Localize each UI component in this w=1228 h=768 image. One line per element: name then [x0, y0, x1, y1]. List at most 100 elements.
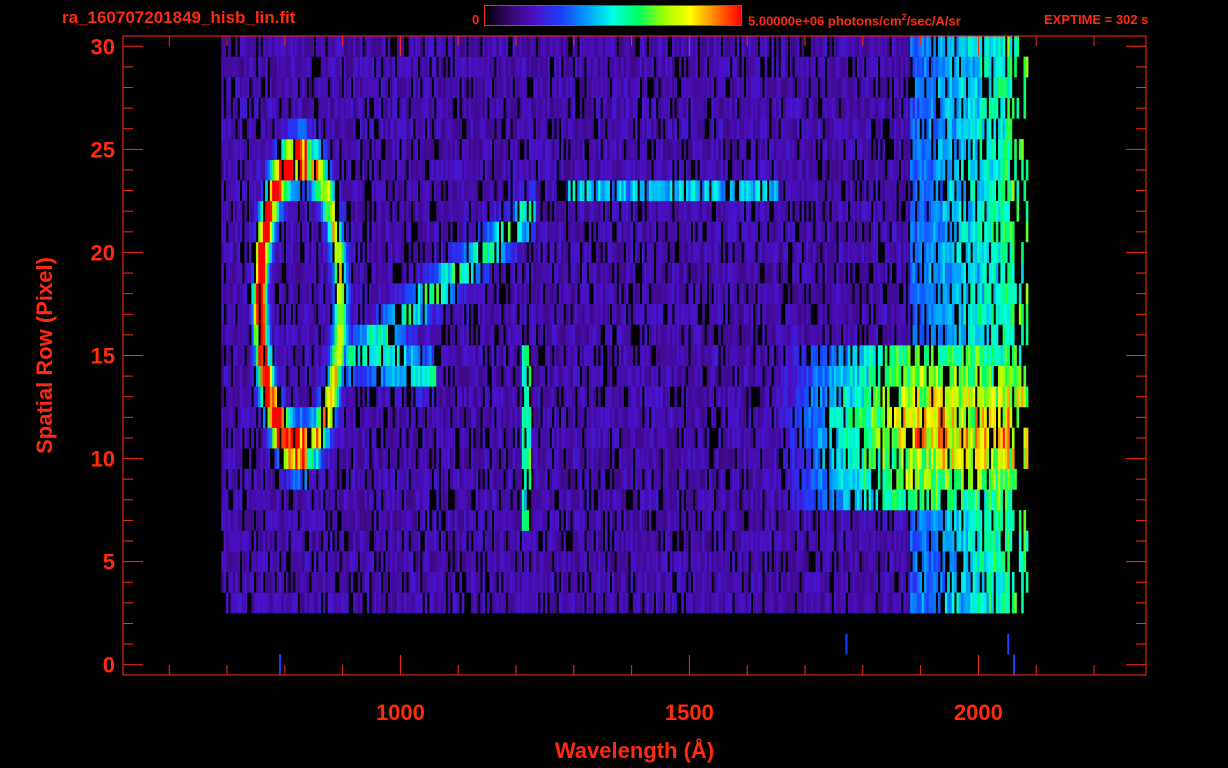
heatmap-cell [577, 551, 580, 573]
heatmap-cell [780, 283, 784, 305]
heatmap-cell [225, 262, 229, 284]
heatmap-cell [394, 427, 398, 449]
heatmap-cell [722, 262, 726, 284]
heatmap-cell [655, 489, 659, 511]
heatmap-cell [348, 489, 352, 511]
heatmap-cell [221, 448, 224, 470]
heatmap-cell [503, 551, 506, 573]
heatmap-cell [905, 407, 909, 428]
heatmap-cell [632, 489, 636, 511]
heatmap-cell [292, 510, 296, 531]
heatmap-cell [309, 510, 312, 531]
heatmap-cell [574, 592, 578, 614]
heatmap-cell [544, 386, 548, 408]
heatmap-cell [660, 530, 664, 552]
heatmap-cell [459, 427, 462, 449]
heatmap-cell [570, 242, 573, 263]
heatmap-cell [642, 303, 645, 325]
heatmap-cell [820, 489, 823, 511]
heatmap-cell [870, 510, 874, 531]
heatmap-cell [537, 510, 541, 531]
heatmap-cell [487, 386, 490, 408]
heatmap-cell [420, 468, 423, 490]
heatmap-cell [875, 407, 879, 428]
heatmap-cell [766, 448, 770, 470]
heatmap-cell [752, 489, 756, 511]
heatmap-cell [949, 592, 953, 614]
heatmap-cell [452, 592, 456, 614]
heatmap-cell [558, 530, 562, 552]
heatmap-cell [498, 365, 502, 387]
heatmap-cell [746, 530, 749, 552]
heatmap-cell [984, 448, 987, 470]
heatmap-cell [255, 468, 259, 490]
heatmap-cell [676, 571, 680, 593]
heatmap-cell [313, 262, 317, 284]
heatmap-cell [778, 592, 782, 614]
heatmap-cell [674, 448, 677, 470]
heatmap-cell [653, 427, 657, 449]
heatmap-cell [438, 386, 442, 408]
heatmap-cell [875, 489, 879, 511]
heatmap-cell [306, 510, 310, 531]
heatmap-cell [598, 427, 601, 449]
heatmap-cell [625, 510, 629, 531]
heatmap-cell [505, 324, 509, 346]
heatmap-cell [974, 571, 978, 593]
heatmap-cell [921, 448, 925, 470]
heatmap-cell [512, 386, 516, 408]
heatmap-cell [711, 242, 714, 263]
heatmap-cell [445, 448, 449, 470]
heatmap-cell [991, 407, 994, 428]
heatmap-cell [269, 365, 273, 387]
heatmap-cell [392, 571, 395, 593]
heatmap-cell [503, 510, 506, 531]
heatmap-cell [408, 592, 412, 614]
heatmap-cell [937, 592, 941, 614]
heatmap-cell [824, 386, 828, 408]
heatmap-cell [998, 283, 1001, 305]
heatmap-cell [334, 551, 338, 573]
heatmap-cell [683, 427, 687, 449]
heatmap-cell [258, 386, 261, 408]
heatmap-cell [628, 303, 631, 325]
heatmap-cell [750, 427, 754, 449]
heatmap-cell [776, 283, 779, 305]
heatmap-cell [921, 468, 925, 490]
heatmap-cell [355, 283, 358, 305]
heatmap-cell [357, 365, 361, 387]
heatmap-cell [600, 468, 604, 490]
heatmap-cell [373, 365, 377, 387]
heatmap-cell [470, 324, 474, 346]
heatmap-cell [477, 262, 481, 284]
heatmap-cell [568, 489, 571, 511]
heatmap-cell [487, 489, 490, 511]
heatmap-cell [503, 571, 506, 593]
heatmap-cell [799, 551, 802, 573]
heatmap-cell [577, 510, 580, 531]
heatmap-cell [477, 530, 481, 552]
heatmap-cell [285, 468, 289, 490]
heatmap-cell [986, 283, 990, 305]
heatmap-cell [577, 592, 580, 614]
heatmap-cell [857, 386, 860, 408]
heatmap-cell [609, 262, 613, 284]
heatmap-cell [646, 551, 650, 573]
heatmap-cell [334, 427, 338, 449]
heatmap-cell [847, 427, 851, 449]
heatmap-cell [584, 324, 587, 346]
heatmap-cell [459, 530, 462, 552]
heatmap-cell [549, 303, 553, 325]
heatmap-cell [961, 303, 964, 325]
heatmap-cell [357, 427, 361, 449]
heatmap-cell [584, 386, 587, 408]
heatmap-cell [910, 571, 913, 593]
heatmap-cell [669, 407, 673, 428]
heatmap-cell [415, 551, 419, 573]
heatmap-cell [801, 365, 805, 387]
heatmap-cell [1007, 571, 1010, 593]
heatmap-cell [665, 386, 668, 408]
heatmap-cell [951, 407, 955, 428]
heatmap-cell [230, 551, 234, 573]
heatmap-cell [378, 345, 382, 367]
